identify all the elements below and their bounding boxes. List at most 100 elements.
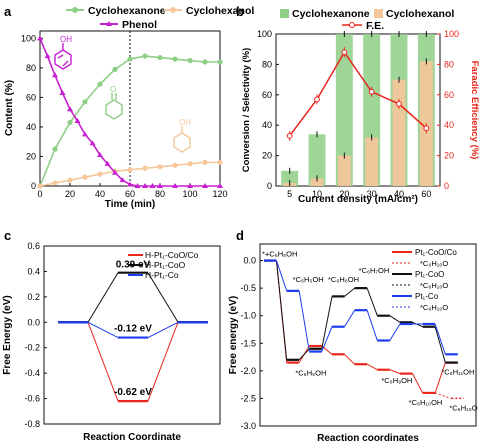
data-point [127,167,133,173]
panel-b-xlabel: Current density (mA/cm²) [298,194,418,205]
panel-b-bars [281,31,435,186]
data-point [67,177,73,183]
y-tick-label: 0.0 [243,256,256,266]
y-tick-label: -0.5 [240,283,256,293]
y-tick-label: 60 [262,90,272,100]
step-label-0: *+C₆H₅OH [262,250,297,259]
legend-b-ol-swatch [374,9,383,18]
energy-connector [366,287,378,316]
legend-ketone-label: Cyclohexanone [88,5,166,17]
data-point [67,106,73,112]
legend-fe-label: F.E. [366,20,384,32]
y-tick-label: 0 [31,181,36,191]
bar-cyclohexanol [365,137,379,186]
bar-cyclohexanone [308,134,326,186]
y-tick-label: 40 [26,122,36,132]
data-point [172,183,178,188]
data-point [127,56,133,62]
panel-a-series [37,35,223,189]
bar-cyclohexanone [281,170,299,186]
y-tick-label: 80 [262,59,272,69]
data-point [82,99,88,105]
panel-a-ylabel: Content (%) [4,80,15,136]
energy-connector [87,272,119,323]
panel-d-plot-frame [259,243,477,427]
x-tick-label: 40 [394,189,404,199]
panel-a: a Cyclohexanone Cyclohexanol Phenol 0 20 4… [4,4,254,210]
panel-c-ticks: 0.6 0.4 0.2 0.0 -0.2 -0.4 -0.6 -0.8 [24,241,47,429]
bar-cyclohexanol [337,155,351,186]
legend-d-co-label: Pt₁-Co [415,292,439,301]
legend-b-ketone-swatch [280,9,289,18]
energy-connector [389,315,401,323]
panel-a-xlabel: Time (min) [105,199,155,210]
x-tick-label: 20 [65,189,75,199]
panel-a-letter: a [4,4,12,19]
data-point [157,164,163,170]
data-point [67,119,73,126]
data-point [134,183,141,188]
y2-tick-label: 20 [444,151,454,161]
svg-text:O: O [110,85,116,94]
panel-d-ylabel: Free energy (eV) [228,296,239,374]
y-tick-label: 0.6 [27,241,40,251]
panel-c-plot-frame [43,245,221,425]
y-tick-label: 0.4 [27,266,40,276]
data-point [217,59,223,65]
x-tick-label: 80 [155,189,165,199]
step-label-1: *C₆H₅OH [293,275,324,284]
energy-connector [275,260,288,292]
legend-fe-marker [349,22,355,28]
energy-connector [344,287,355,297]
data-point [82,174,88,180]
data-point [157,183,163,188]
annotation-barrier-coo-co: -0.62 eV [114,387,152,398]
legend-ketone-marker [72,7,78,13]
data-point [97,152,103,157]
data-point [112,169,118,175]
y2-tick-label: 0 [444,181,449,191]
data-point [112,66,118,72]
energy-connector [412,373,424,394]
x-tick-label: 5 [287,189,292,199]
step-label-5: *C₆H₉OH [381,376,412,385]
energy-connector [147,272,179,323]
branch-connector [434,392,452,399]
data-point [97,171,103,177]
y-tick-label: -0.2 [24,343,40,353]
legend-d-coo-co-label: Pt₁-CoO/Co [415,248,457,257]
panel-c-ylabel: Free Energy (eV) [2,295,13,374]
step-label-6: *C₆H₁₀OH [409,398,443,407]
y-tick-label: -0.6 [24,394,40,404]
y-tick-label: -0.8 [24,419,40,429]
panel-d-xlabel: Reaction coordinates [317,433,419,444]
data-point [37,35,43,41]
energy-connector [344,309,356,327]
y-tick-label: 100 [21,33,36,43]
step-label-3: *C₆H₆OH [328,275,359,284]
fe-line [289,50,427,137]
data-point [202,159,208,165]
energy-connector [87,321,119,338]
bar-cyclohexanol [310,178,324,186]
data-point [149,183,156,188]
cyclohexanone-structure-icon: O [105,85,123,120]
data-point [82,131,88,137]
energy-connector [412,321,423,328]
y-tick-label: -0.4 [24,368,40,378]
y2-tick-label: 60 [444,90,454,100]
data-point [202,183,208,188]
y-tick-label: 100 [257,29,272,39]
y-tick-label: -2.0 [240,366,256,376]
data-point [202,59,208,65]
data-point [119,177,126,183]
svg-text:OH: OH [179,118,191,127]
data-point [187,57,193,64]
data-point [157,54,163,61]
y-tick-label: -3.0 [240,421,256,431]
data-point [217,183,223,188]
x-tick-label: 10 [312,189,322,199]
y2-tick-label: 100 [444,29,459,39]
energy-connector [147,322,179,402]
